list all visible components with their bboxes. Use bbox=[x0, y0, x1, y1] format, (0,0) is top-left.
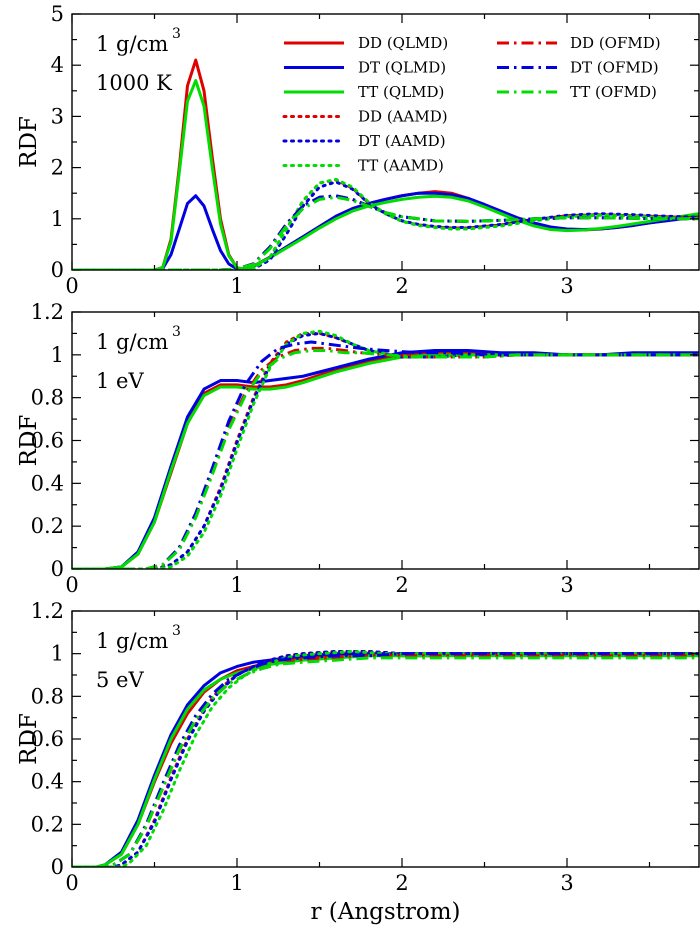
x-tick-label: 2 bbox=[395, 274, 408, 298]
series-group bbox=[72, 58, 699, 270]
legend-entry-label: DD (QLMD) bbox=[358, 34, 448, 52]
x-axis-label: r (Angstrom) bbox=[310, 899, 460, 925]
x-tick-label: 3 bbox=[560, 871, 573, 895]
x-tick-label: 2 bbox=[395, 573, 408, 597]
y-tick-label: 2 bbox=[51, 156, 64, 180]
x-tick-label: 0 bbox=[65, 274, 78, 298]
series-line-dashdot-8 bbox=[72, 349, 699, 569]
series-line-dotted-3 bbox=[72, 331, 699, 569]
y-axis-label: RDF bbox=[16, 116, 42, 168]
series-line-dashdot-6 bbox=[72, 346, 699, 569]
y-tick-label: 0.6 bbox=[31, 429, 64, 453]
legend: DD (QLMD) DT (QLMD) TT (QLMD) DD (AAMD) DT (… bbox=[282, 34, 661, 175]
series-line-dotted-4 bbox=[72, 331, 699, 569]
series-line-dashdot-6 bbox=[72, 654, 699, 867]
series-line-solid-1 bbox=[72, 652, 699, 867]
y-tick-label: 1.2 bbox=[31, 599, 64, 623]
x-tick-label: 0 bbox=[65, 573, 78, 597]
legend-entry-label: TT (AAMD) bbox=[358, 157, 444, 175]
density-annotation: 1 g/cm bbox=[96, 330, 168, 354]
series-line-solid-0 bbox=[72, 652, 699, 867]
series-line-dashdot-7 bbox=[72, 340, 699, 569]
y-axis-label: RDF bbox=[16, 415, 42, 467]
y-tick-label: 0.8 bbox=[31, 386, 64, 410]
legend-entry-label: TT (QLMD) bbox=[358, 83, 444, 101]
legend-entry-label: DT (AAMD) bbox=[358, 132, 446, 150]
x-tick-label: 0 bbox=[65, 871, 78, 895]
series-line-dashdot-7 bbox=[72, 652, 699, 867]
y-tick-label: 1.2 bbox=[31, 300, 64, 324]
series-group bbox=[72, 329, 699, 569]
density-exponent: 3 bbox=[172, 324, 181, 340]
y-tick-label: 0.2 bbox=[31, 514, 64, 538]
series-line-solid-2 bbox=[72, 654, 699, 867]
legend-entry-label: DT (QLMD) bbox=[358, 59, 446, 77]
series-line-dashdot-8 bbox=[72, 195, 699, 270]
series-line-dashdot-8 bbox=[72, 656, 699, 867]
series-line-dotted-5 bbox=[72, 177, 699, 270]
density-exponent: 3 bbox=[172, 26, 181, 42]
condition-annotation: 1000 K bbox=[96, 71, 172, 95]
legend-entry-label: DT (OFMD) bbox=[570, 59, 659, 77]
x-tick-label: 1 bbox=[230, 274, 243, 298]
series-line-solid-2 bbox=[72, 353, 699, 569]
y-tick-label: 3 bbox=[51, 104, 64, 128]
series-line-solid-1 bbox=[72, 349, 699, 569]
x-tick-label: 3 bbox=[560, 274, 573, 298]
chart-panel-bottom: 0 1 2 3 0 0.2 0.4 0.6 0.8 1 1.2 RDF r (Angstrom) 1 g/… bbox=[16, 599, 700, 925]
y-tick-label: 4 bbox=[51, 53, 64, 77]
condition-annotation: 5 eV bbox=[96, 668, 144, 692]
y-tick-label: 0 bbox=[51, 258, 64, 282]
y-tick-label: 1 bbox=[51, 642, 64, 666]
x-tick-label: 1 bbox=[230, 871, 243, 895]
series-line-solid-0 bbox=[72, 351, 699, 569]
y-tick-label: 1 bbox=[51, 343, 64, 367]
legend-entry-label: TT (OFMD) bbox=[570, 83, 657, 101]
x-tick-label: 3 bbox=[560, 573, 573, 597]
density-exponent: 3 bbox=[172, 623, 181, 639]
series-line-dotted-5 bbox=[72, 329, 699, 569]
series-line-dotted-5 bbox=[72, 650, 699, 867]
y-tick-label: 0.6 bbox=[31, 727, 64, 751]
y-tick-label: 0.2 bbox=[31, 812, 64, 836]
density-annotation: 1 g/cm bbox=[96, 629, 168, 653]
series-line-dotted-4 bbox=[72, 180, 699, 270]
series-group bbox=[72, 650, 699, 867]
x-tick-label: 1 bbox=[230, 573, 243, 597]
y-tick-label: 0 bbox=[51, 855, 64, 879]
series-line-dotted-4 bbox=[72, 650, 699, 867]
legend-entry-label: DD (AAMD) bbox=[358, 108, 448, 126]
y-tick-label: 0 bbox=[51, 557, 64, 581]
y-tick-label: 1 bbox=[51, 207, 64, 231]
x-tick-label: 2 bbox=[395, 871, 408, 895]
density-annotation: 1 g/cm bbox=[96, 32, 168, 56]
y-tick-label: 0.8 bbox=[31, 684, 64, 708]
y-tick-label: 5 bbox=[51, 2, 64, 26]
legend-entry-label: DD (OFMD) bbox=[570, 34, 661, 52]
y-tick-label: 0.4 bbox=[31, 770, 64, 794]
condition-annotation: 1 eV bbox=[96, 369, 144, 393]
series-line-dotted-3 bbox=[72, 650, 699, 867]
y-axis-label: RDF bbox=[16, 713, 42, 765]
y-tick-label: 0.4 bbox=[31, 471, 64, 495]
